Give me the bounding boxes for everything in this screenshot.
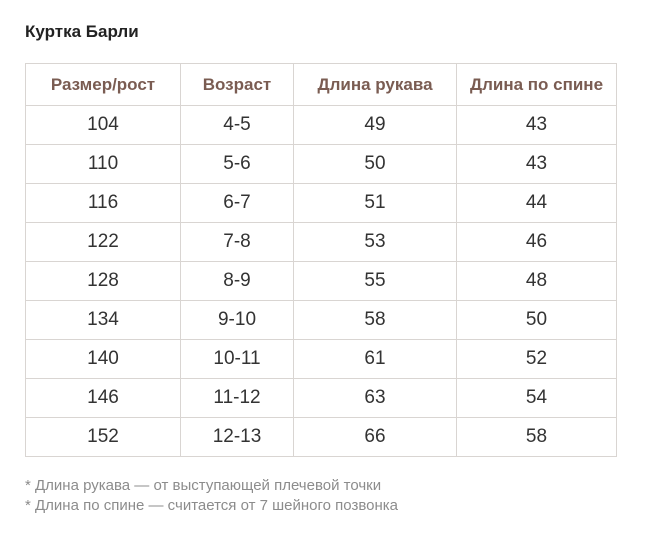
table-row: 110 5-6 50 43	[25, 144, 617, 184]
cell-size: 116	[25, 183, 181, 223]
cell-age: 4-5	[180, 105, 294, 145]
cell-back-length: 48	[456, 261, 617, 301]
cell-age: 7-8	[180, 222, 294, 262]
table-row: 146 11-12 63 54	[25, 378, 617, 418]
table-row: 128 8-9 55 48	[25, 261, 617, 301]
size-table: Размер/рост Возраст Длина рукава Длина п…	[25, 63, 617, 457]
cell-sleeve-length: 58	[293, 300, 457, 340]
cell-back-length: 50	[456, 300, 617, 340]
table-row: 152 12-13 66 58	[25, 417, 617, 457]
cell-size: 146	[25, 378, 181, 418]
cell-back-length: 52	[456, 339, 617, 379]
cell-age: 11-12	[180, 378, 294, 418]
cell-age: 12-13	[180, 417, 294, 457]
table-row: 116 6-7 51 44	[25, 183, 617, 223]
cell-back-length: 43	[456, 144, 617, 184]
cell-size: 110	[25, 144, 181, 184]
cell-back-length: 46	[456, 222, 617, 262]
cell-size: 152	[25, 417, 181, 457]
cell-back-length: 44	[456, 183, 617, 223]
cell-size: 140	[25, 339, 181, 379]
cell-sleeve-length: 55	[293, 261, 457, 301]
cell-sleeve-length: 66	[293, 417, 457, 457]
cell-size: 122	[25, 222, 181, 262]
cell-sleeve-length: 63	[293, 378, 457, 418]
table-row: 134 9-10 58 50	[25, 300, 617, 340]
table-header-row: Размер/рост Возраст Длина рукава Длина п…	[25, 63, 617, 106]
header-back-length: Длина по спине	[456, 63, 617, 106]
cell-sleeve-length: 50	[293, 144, 457, 184]
cell-back-length: 58	[456, 417, 617, 457]
cell-sleeve-length: 53	[293, 222, 457, 262]
cell-back-length: 54	[456, 378, 617, 418]
table-row: 122 7-8 53 46	[25, 222, 617, 262]
header-age: Возраст	[180, 63, 294, 106]
footnote-back: * Длина по спине — считается от 7 шейног…	[25, 497, 399, 514]
cell-sleeve-length: 49	[293, 105, 457, 145]
cell-age: 9-10	[180, 300, 294, 340]
cell-sleeve-length: 61	[293, 339, 457, 379]
cell-age: 10-11	[180, 339, 294, 379]
table-row: 104 4-5 49 43	[25, 105, 617, 145]
cell-age: 8-9	[180, 261, 294, 301]
cell-size: 134	[25, 300, 181, 340]
cell-size: 128	[25, 261, 181, 301]
cell-age: 6-7	[180, 183, 294, 223]
page-title: Куртка Барли	[25, 22, 139, 41]
cell-age: 5-6	[180, 144, 294, 184]
table-row: 140 10-11 61 52	[25, 339, 617, 379]
cell-size: 104	[25, 105, 181, 145]
header-size: Размер/рост	[25, 63, 181, 106]
footnotes: * Длина рукава — от выступающей плечевой…	[25, 476, 398, 516]
cell-back-length: 43	[456, 105, 617, 145]
header-sleeve-length: Длина рукава	[293, 63, 457, 106]
footnote-sleeve: * Длина рукава — от выступающей плечевой…	[25, 477, 382, 494]
cell-sleeve-length: 51	[293, 183, 457, 223]
